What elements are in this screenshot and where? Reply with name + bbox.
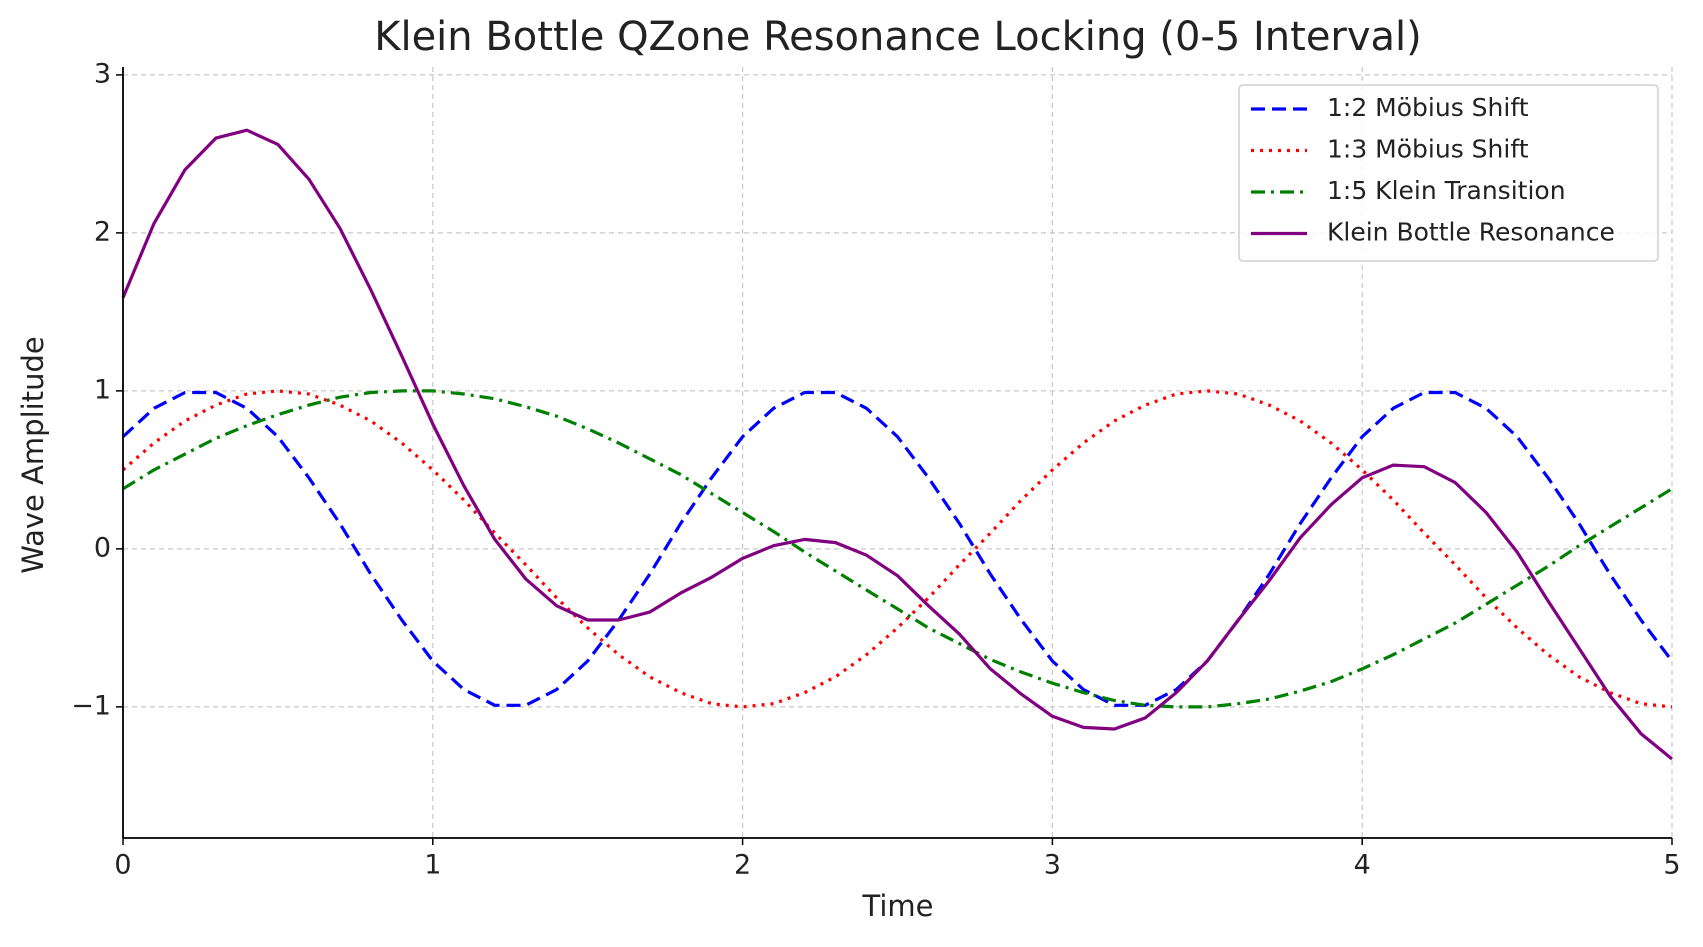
x-tick-label: 1 (424, 850, 441, 881)
y-tick-label: 0 (94, 532, 111, 563)
x-tick-label: 2 (734, 850, 751, 881)
series-line (121, 390, 1674, 707)
x-tick-label: 4 (1354, 850, 1371, 881)
x-tick-label: 5 (1663, 850, 1680, 881)
x-tick-label: 3 (1044, 850, 1061, 881)
legend-label: 1:5 Klein Transition (1327, 176, 1566, 205)
y-tick-label: 2 (94, 216, 111, 247)
series-line (122, 389, 1673, 709)
x-tick-label: 0 (114, 850, 131, 881)
y-axis-label: Wave Amplitude (16, 336, 50, 573)
series-line (121, 389, 1673, 709)
legend: 1:2 Möbius Shift 1:3 Möbius Shift 1:5 Klei… (1238, 84, 1659, 262)
chart-title: Klein Bottle QZone Resonance Locking (0-… (374, 14, 1422, 60)
y-tick-label: 1 (94, 374, 111, 405)
y-tick-label: −1 (71, 690, 111, 721)
series-line (121, 128, 1674, 761)
legend-label: 1:2 Möbius Shift (1327, 93, 1529, 122)
x-axis-label: Time (862, 889, 934, 923)
legend-label: Klein Bottle Resonance (1327, 218, 1615, 247)
legend-label: 1:3 Möbius Shift (1327, 135, 1529, 164)
y-tick-label: 3 (94, 58, 111, 89)
legend-box (1238, 84, 1659, 262)
